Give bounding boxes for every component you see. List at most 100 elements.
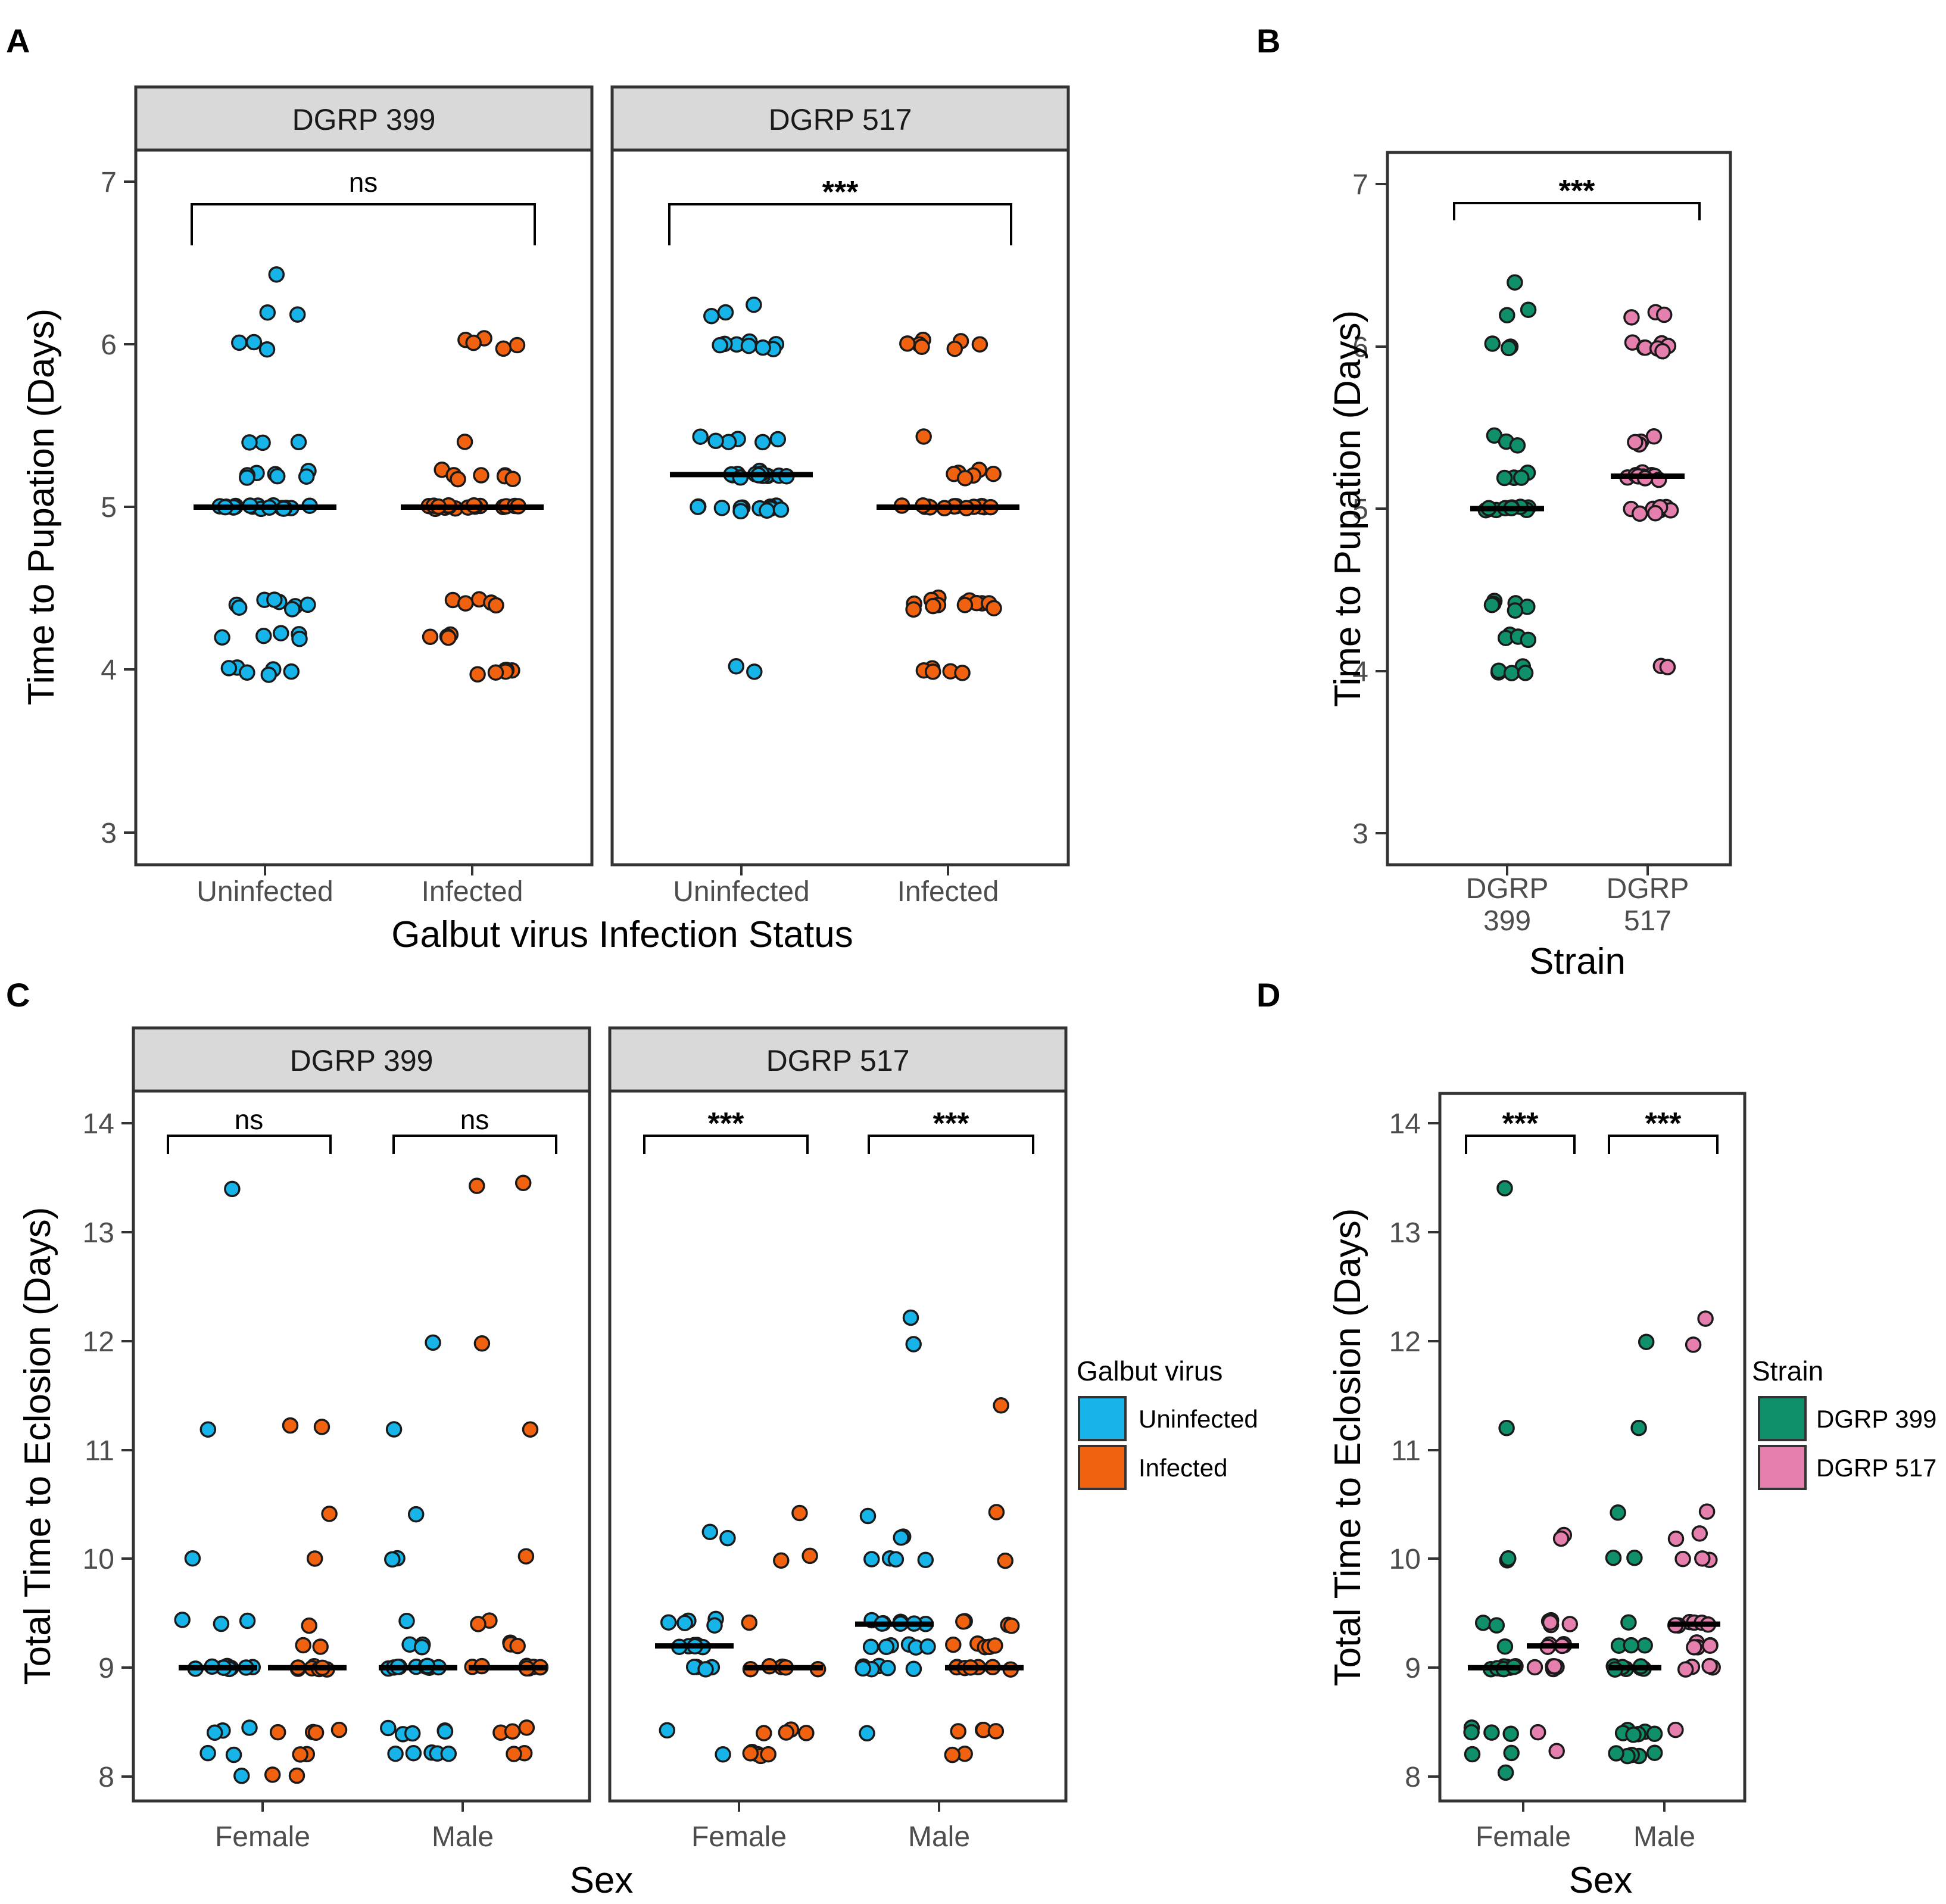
y-tick-label-c: 13 bbox=[83, 1217, 114, 1249]
data-point bbox=[509, 336, 526, 354]
data-point bbox=[878, 1638, 895, 1656]
significance-label-c-3: *** bbox=[708, 1107, 744, 1141]
data-point bbox=[290, 434, 307, 451]
significance-label-d-2: *** bbox=[1645, 1107, 1682, 1141]
data-point bbox=[425, 1334, 441, 1351]
significance-bracket-c-4 bbox=[868, 1135, 1034, 1154]
strip-a-right bbox=[610, 85, 1070, 152]
x-tick-label-b: 399 bbox=[1483, 905, 1531, 937]
data-point bbox=[291, 630, 308, 647]
data-point bbox=[742, 1745, 759, 1762]
data-point bbox=[732, 503, 749, 520]
data-point bbox=[407, 1506, 425, 1523]
data-point bbox=[174, 1612, 191, 1628]
data-point bbox=[1605, 1549, 1622, 1566]
data-point bbox=[258, 341, 276, 358]
data-point bbox=[405, 1744, 422, 1762]
plot-frame-a-right bbox=[610, 148, 1070, 867]
data-point bbox=[268, 266, 285, 283]
data-point bbox=[398, 1612, 415, 1629]
data-point bbox=[706, 1617, 723, 1634]
data-point bbox=[385, 1421, 403, 1438]
data-point bbox=[487, 664, 504, 681]
x-axis-a: Uninfected Infected Uninfected Infected bbox=[197, 865, 999, 908]
data-point bbox=[1503, 1744, 1520, 1762]
data-point bbox=[282, 1417, 299, 1434]
data-point bbox=[915, 428, 932, 445]
data-point bbox=[469, 1177, 485, 1194]
data-point bbox=[1503, 665, 1520, 681]
data-point bbox=[1502, 1725, 1519, 1742]
data-point bbox=[659, 1722, 676, 1739]
significance-bracket-b bbox=[1453, 202, 1701, 220]
data-point bbox=[1498, 1420, 1515, 1436]
y-tick-label-d: 13 bbox=[1389, 1217, 1421, 1249]
data-point bbox=[465, 334, 482, 351]
data-point bbox=[997, 1552, 1013, 1569]
data-point bbox=[1655, 306, 1673, 323]
data-point bbox=[1702, 1637, 1719, 1654]
data-point bbox=[905, 1336, 922, 1353]
data-point bbox=[956, 597, 974, 613]
data-point bbox=[1490, 662, 1507, 679]
x-tick-label-d: Male bbox=[1633, 1821, 1695, 1853]
data-point bbox=[288, 1767, 305, 1784]
y-axis-a: 3 4 5 6 7 bbox=[101, 167, 136, 849]
panel-letter-b: B bbox=[1256, 22, 1280, 60]
data-point bbox=[514, 1174, 532, 1192]
x-tick-label-b: 517 bbox=[1624, 905, 1671, 937]
strip-label-c-left: DGRP 399 bbox=[290, 1044, 434, 1077]
y-tick-label-b: 6 bbox=[1352, 332, 1368, 363]
strip-label-c-right: DGRP 517 bbox=[766, 1044, 910, 1077]
data-point bbox=[902, 1309, 919, 1326]
data-point bbox=[676, 1615, 693, 1631]
legend-d: Strain DGRP 399 DGRP 517 bbox=[1752, 1355, 1936, 1490]
data-point bbox=[239, 1612, 256, 1629]
data-point bbox=[985, 465, 1002, 482]
y-axis-title-c: Total Time to Eclosion (Days) bbox=[17, 1207, 58, 1685]
data-point bbox=[1483, 1724, 1500, 1741]
data-point bbox=[905, 601, 922, 618]
data-point bbox=[690, 498, 706, 515]
y-tick-label-d: 9 bbox=[1405, 1653, 1421, 1684]
plot-frame-d bbox=[1438, 1092, 1747, 1803]
data-point bbox=[1003, 1618, 1020, 1634]
data-point bbox=[1625, 1727, 1642, 1743]
data-point bbox=[450, 470, 466, 488]
data-point bbox=[1610, 1504, 1626, 1521]
data-point bbox=[950, 1723, 966, 1740]
data-point bbox=[184, 1550, 201, 1567]
data-point bbox=[1507, 274, 1523, 291]
data-point bbox=[245, 334, 263, 351]
data-point bbox=[239, 664, 255, 681]
data-point bbox=[457, 595, 474, 612]
data-point bbox=[306, 1550, 323, 1567]
significance-bracket-a-right bbox=[668, 203, 1012, 245]
y-tick-label-d: 11 bbox=[1391, 1435, 1421, 1467]
data-point bbox=[295, 1637, 311, 1654]
data-point bbox=[1548, 1743, 1565, 1759]
y-tick-label-a: 3 bbox=[101, 818, 117, 849]
data-point bbox=[241, 434, 258, 451]
data-point bbox=[715, 1746, 731, 1763]
significance-label-c-2: ns bbox=[460, 1104, 489, 1135]
data-point bbox=[1496, 1180, 1513, 1196]
data-point bbox=[1620, 1614, 1637, 1631]
data-point bbox=[1626, 1550, 1643, 1566]
y-tick-label-c: 14 bbox=[83, 1108, 114, 1140]
y-tick-label-b: 4 bbox=[1352, 656, 1368, 688]
strip-label-a-left: DGRP 399 bbox=[292, 103, 436, 136]
significance-label-c-4: *** bbox=[933, 1107, 969, 1141]
data-point bbox=[213, 1615, 230, 1632]
data-point bbox=[313, 1419, 330, 1435]
significance-bracket-c-1 bbox=[167, 1135, 332, 1154]
data-point bbox=[224, 1180, 241, 1198]
data-point bbox=[1608, 1745, 1624, 1762]
legend-title-c: Galbut virus bbox=[1077, 1355, 1223, 1386]
y-tick-label-d: 12 bbox=[1389, 1326, 1421, 1358]
significance-bracket-d-2 bbox=[1608, 1135, 1719, 1154]
data-point bbox=[859, 1507, 877, 1525]
data-point bbox=[746, 663, 763, 680]
data-point bbox=[919, 1638, 936, 1655]
